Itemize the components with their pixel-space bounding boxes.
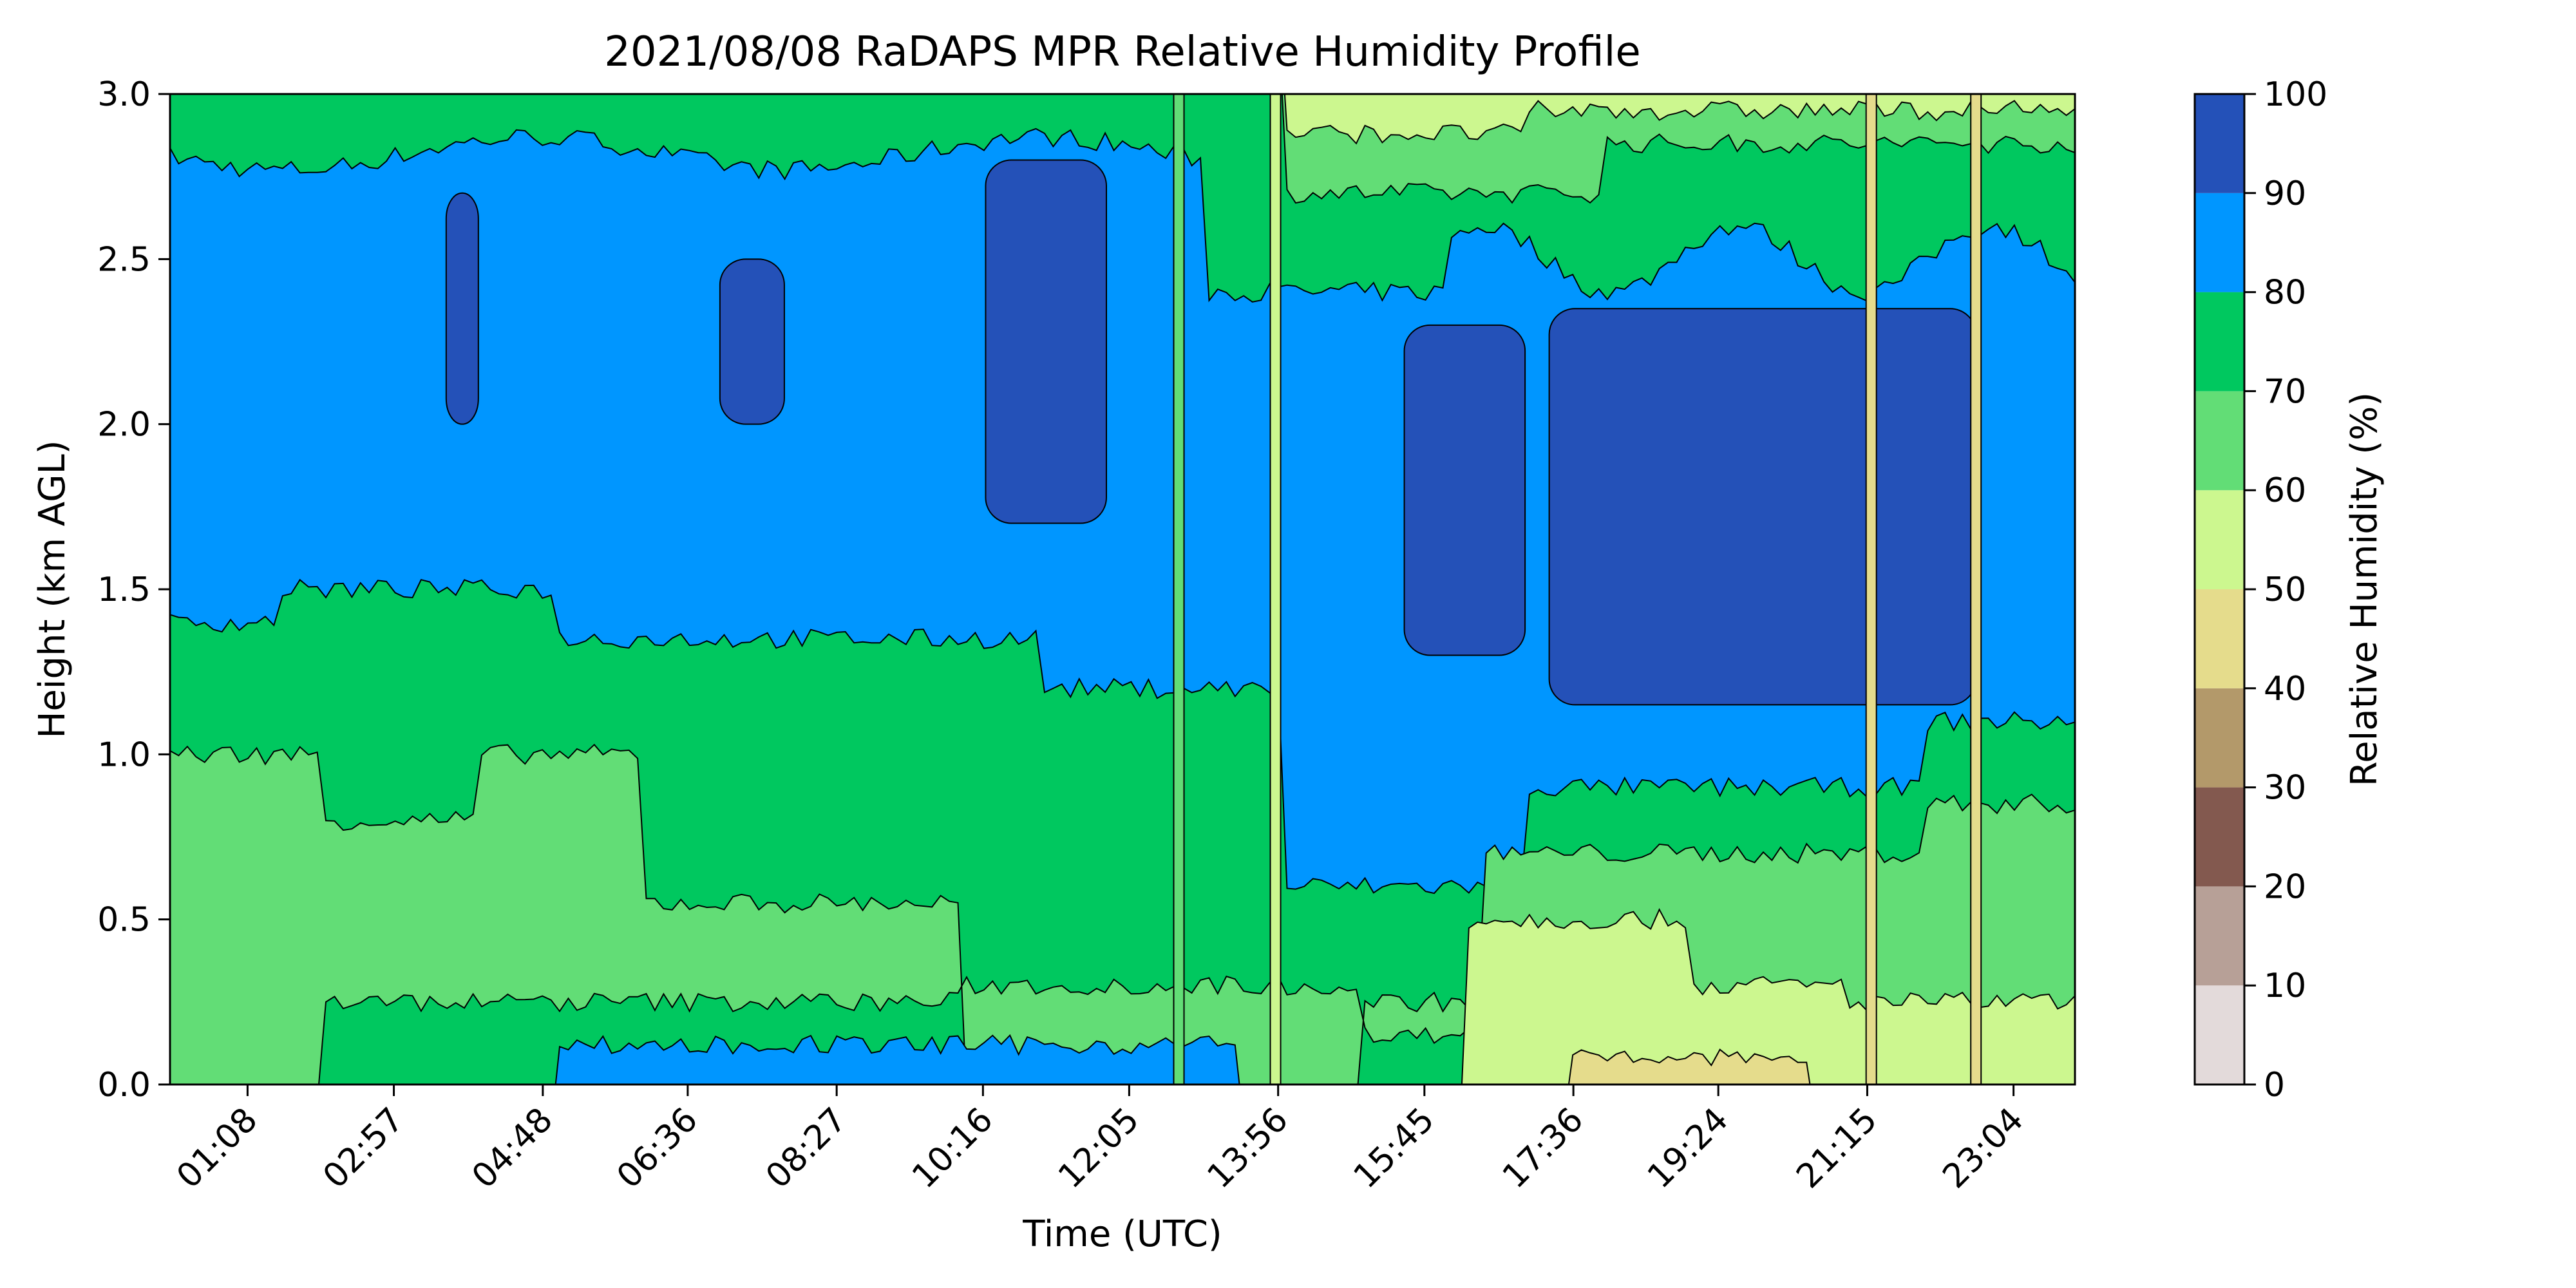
colorbar-segment (2195, 787, 2244, 887)
contour-spike (1865, 94, 1877, 1084)
x-axis: 01:08 02:57 04:48 06:36 08:27 10:16 12:05 13:56… (169, 1084, 2031, 1196)
contour-band-80-90-surface (554, 1034, 1240, 1084)
colorbar-tick-label: 70 (2264, 372, 2306, 411)
contour-band-50-60-top (1283, 94, 2075, 145)
colorbar-segment (2195, 292, 2244, 392)
colorbar-tick-label: 0 (2264, 1066, 2285, 1104)
y-axis: 0.0 0.5 1.0 1.5 2.0 2.5 3.0 (97, 75, 170, 1104)
colorbar-tick-label: 80 (2264, 274, 2306, 312)
colorbar-tick-label: 10 (2264, 967, 2306, 1005)
contour-region-90-100 (985, 159, 1107, 524)
contour-spike (1970, 94, 1982, 1084)
colorbar-tick-label: 50 (2264, 571, 2306, 609)
contour-region-90-100 (1403, 324, 1526, 656)
contour-band-40-50-low (1567, 1048, 1811, 1084)
y-tick-label: 2.0 (97, 406, 151, 444)
colorbar-tick-label: 40 (2264, 670, 2306, 708)
contour-region-90-100 (445, 192, 479, 425)
y-tick-label: 0.0 (97, 1066, 151, 1104)
colorbar-segment (2195, 94, 2244, 193)
x-tick-label: 15:45 (1347, 1101, 1442, 1196)
colorbar-label: Relative Humidity (%) (2344, 392, 2385, 786)
contour-spike (1173, 94, 1185, 1084)
y-tick-label: 0.5 (97, 901, 151, 940)
x-tick-label: 21:15 (1789, 1101, 1884, 1196)
contour-region-90-100 (1548, 308, 1977, 706)
y-tick-label: 1.0 (97, 735, 151, 774)
x-tick-label: 12:05 (1051, 1101, 1146, 1196)
colorbar-tick-label: 30 (2264, 769, 2306, 808)
y-axis-label: Height (km AGL) (32, 440, 73, 738)
colorbar-segment (2195, 391, 2244, 491)
colorbar-segment (2195, 193, 2244, 292)
plot-area (170, 94, 2075, 1084)
contour-spike (1269, 94, 1282, 1084)
x-tick-label: 17:36 (1495, 1101, 1591, 1196)
y-tick-label: 3.0 (97, 75, 151, 114)
colorbar-segment (2195, 985, 2244, 1084)
chart-title: 2021/08/08 RaDAPS MPR Relative Humidity … (604, 28, 1641, 76)
colorbar-segment (2195, 886, 2244, 986)
colorbar: 0 10 20 30 40 50 60 70 80 90 100 (2193, 75, 2327, 1104)
x-tick-label: 23:04 (1935, 1101, 2031, 1196)
x-tick-label: 10:16 (905, 1101, 1000, 1196)
x-tick-label: 19:24 (1640, 1101, 1736, 1196)
x-tick-label: 02:57 (316, 1101, 411, 1196)
colorbar-segment (2195, 688, 2244, 788)
colorbar-segment (2195, 490, 2244, 589)
x-tick-label: 01:08 (169, 1101, 265, 1196)
y-tick-label: 2.5 (97, 240, 151, 279)
x-tick-label: 13:56 (1200, 1101, 1295, 1196)
colorbar-tick-label: 90 (2264, 175, 2306, 213)
colorbar-tick-label: 20 (2264, 867, 2306, 906)
x-tick-label: 08:27 (759, 1101, 854, 1196)
contour-region-90-100 (719, 258, 785, 425)
y-tick-label: 1.5 (97, 571, 151, 609)
colorbar-segment (2195, 589, 2244, 688)
contour-band-50-60-low (1461, 908, 2075, 1084)
colorbar-tick-label: 100 (2264, 75, 2327, 114)
x-tick-label: 04:48 (465, 1101, 560, 1196)
x-axis-label: Time (UTC) (1022, 1213, 1222, 1255)
x-tick-label: 06:36 (610, 1101, 705, 1196)
colorbar-tick-label: 60 (2264, 471, 2306, 510)
